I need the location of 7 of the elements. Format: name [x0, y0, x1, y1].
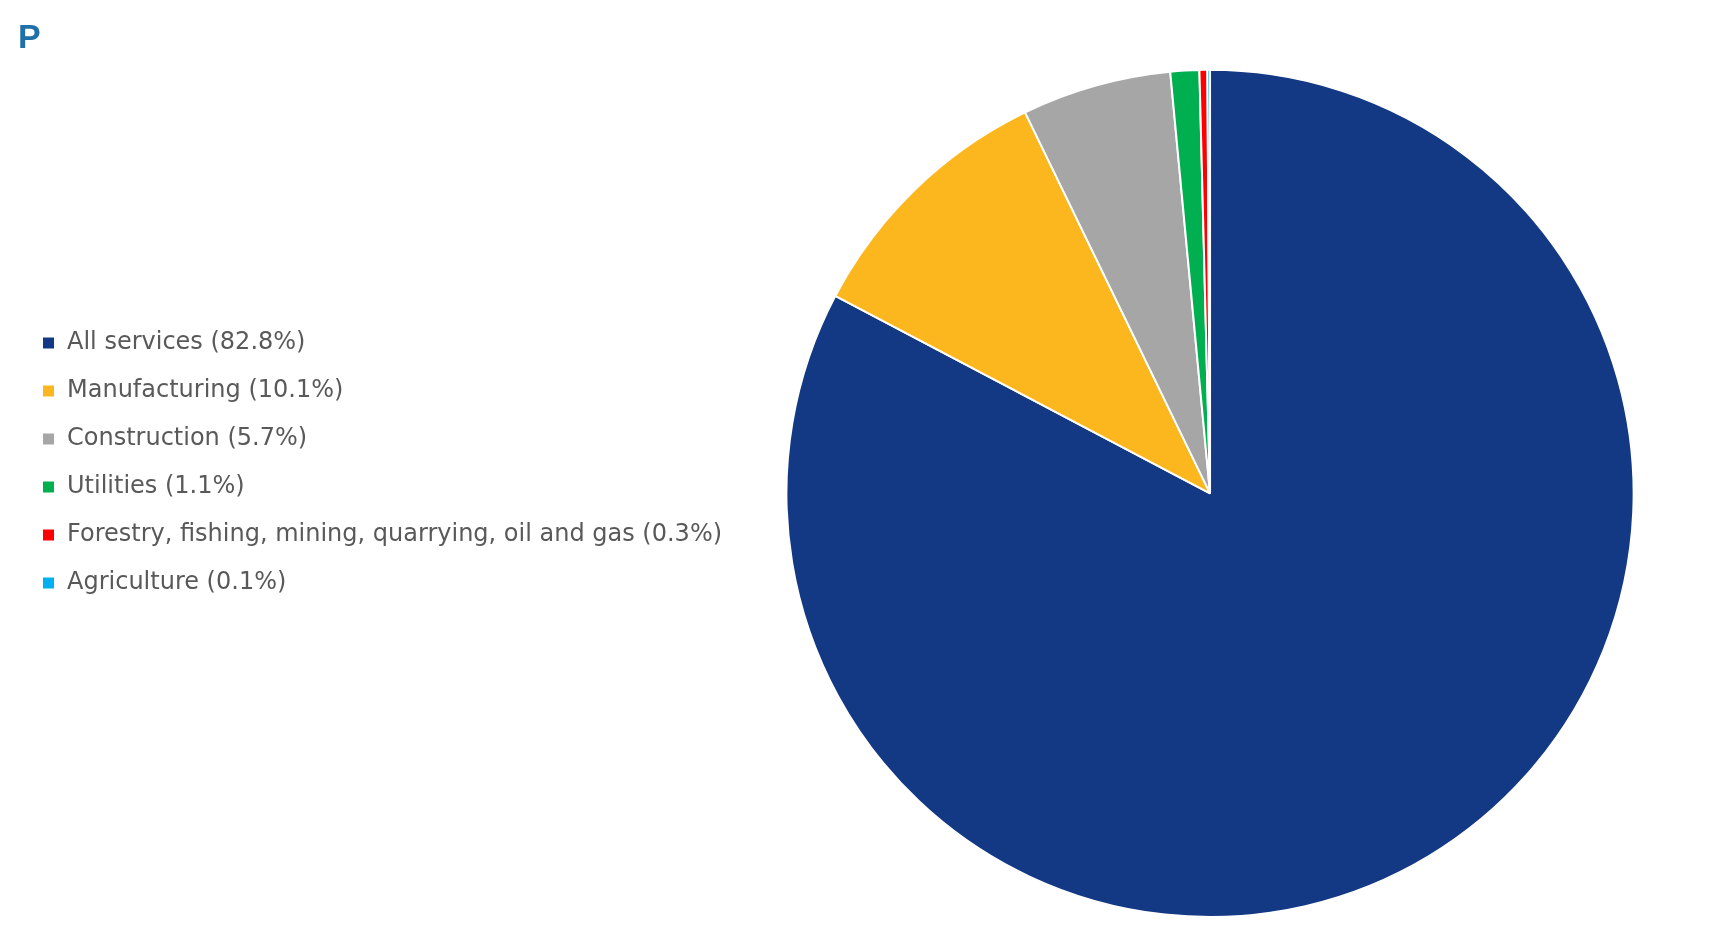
legend-label: Forestry, fishing, mining, quarrying, oil and gas (0.3%) — [67, 519, 723, 548]
legend-label: Agriculture (0.1%) — [67, 567, 287, 596]
legend-label: All services (82.8%) — [67, 327, 306, 356]
legend-label: Utilities (1.1%) — [67, 471, 245, 500]
chart-title: P — [18, 16, 41, 55]
legend-label: Construction (5.7%) — [67, 423, 308, 452]
legend-label: Manufacturing (10.1%) — [67, 375, 344, 404]
